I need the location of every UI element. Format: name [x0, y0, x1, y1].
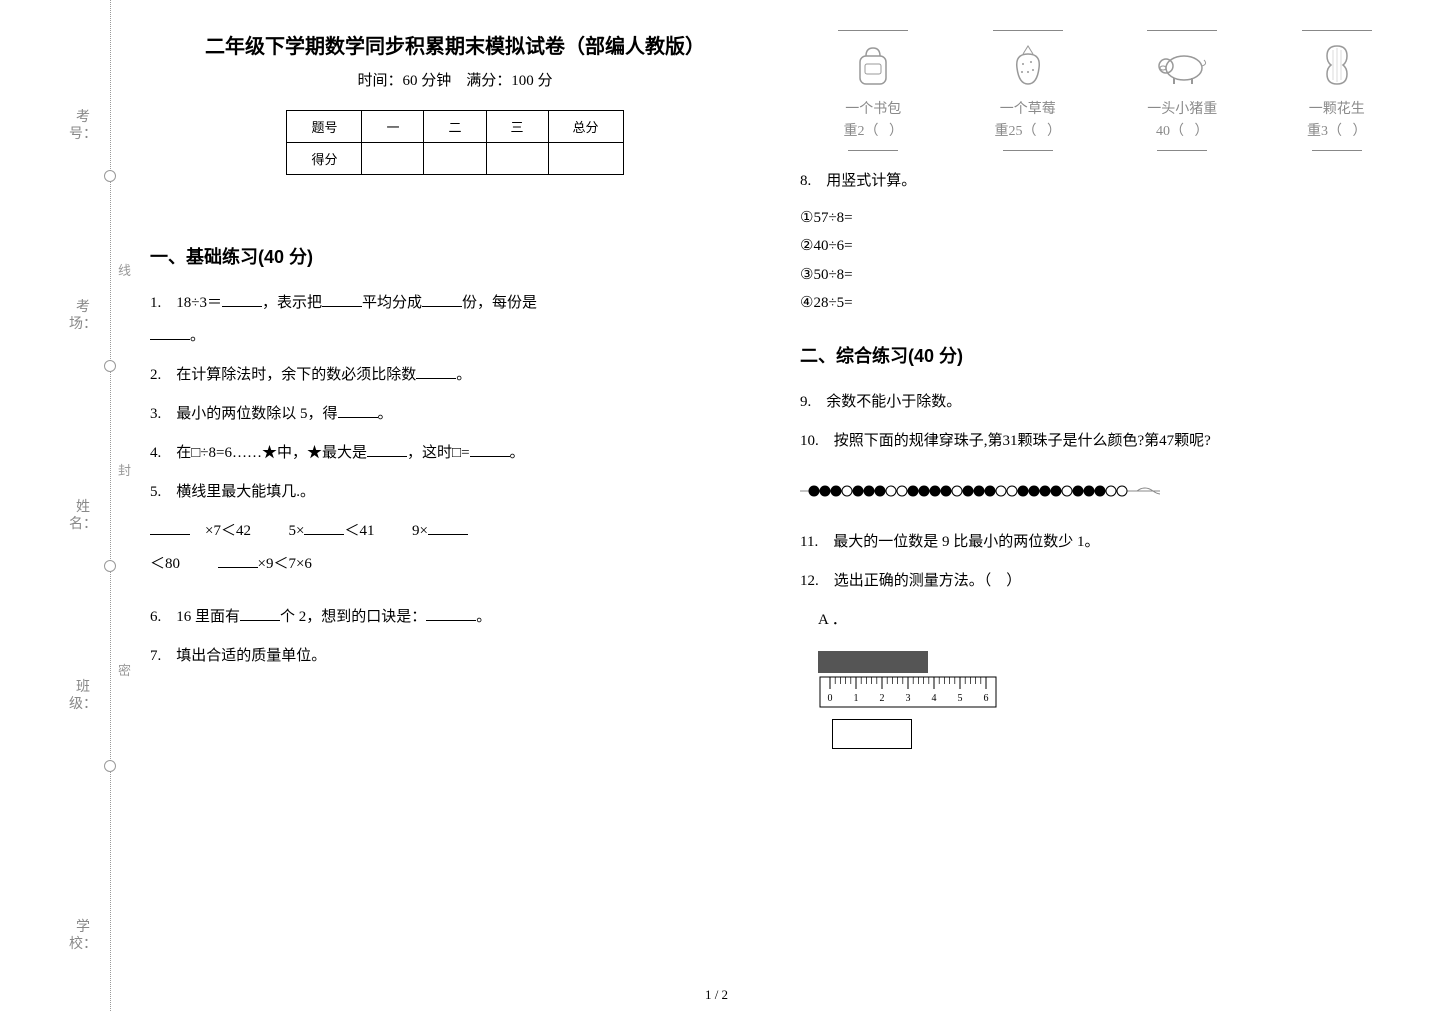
svg-text:1: 1 — [854, 693, 859, 704]
answer-blank[interactable] — [150, 520, 190, 535]
question-12: 12. 选出正确的测量方法。（ ） — [800, 565, 1410, 598]
answer-blank[interactable] — [218, 553, 258, 568]
score-cell[interactable] — [424, 143, 486, 175]
label-school: 学校： — [68, 920, 98, 956]
ruler-figure: 0 1 2 3 4 5 6 — [818, 651, 1410, 749]
label-class: 班级： — [68, 680, 98, 716]
strawberry-icon — [998, 35, 1058, 95]
seal-char: 线 — [118, 260, 131, 279]
question-11: 11. 最大的一位数是 9 比最小的两位数少 1。 — [800, 526, 1410, 559]
column-left: 二年级下学期数学同步积累期末模拟试卷（部编人教版） 时间：60 分钟 满分：10… — [150, 30, 760, 980]
answer-blank[interactable] — [150, 325, 190, 340]
label-seat: 考号： — [68, 110, 98, 146]
column-right: 一个书包 重2（ ） 一个草莓 重25（ ） 一头小猪重 40（ — [800, 30, 1410, 980]
svg-text:6: 6 — [984, 693, 989, 704]
circle-marker — [104, 170, 116, 182]
exam-subtitle: 时间：60 分钟 满分：100 分 — [150, 69, 760, 90]
svg-text:0: 0 — [828, 693, 833, 704]
label-room: 考场： — [68, 300, 98, 336]
answer-blank[interactable] — [470, 442, 510, 457]
question-7: 7. 填出合适的质量单位。 — [150, 640, 760, 673]
q7-item-pig: 一头小猪重 40（ ） — [1109, 30, 1256, 151]
answer-blank[interactable] — [422, 292, 462, 307]
question-9: 9. 余数不能小于除数。 — [800, 386, 1410, 419]
answer-blank[interactable] — [426, 606, 476, 621]
answer-blank[interactable] — [416, 364, 456, 379]
circle-marker — [104, 360, 116, 372]
label-name: 姓名： — [68, 500, 98, 536]
question-1: 1. 18÷3＝，表示把平均分成份，每份是。 — [150, 287, 760, 353]
page-content: 二年级下学期数学同步积累期末模拟试卷（部编人教版） 时间：60 分钟 满分：10… — [150, 30, 1410, 980]
answer-blank[interactable] — [367, 442, 407, 457]
backpack-icon — [843, 35, 903, 95]
circle-marker — [104, 560, 116, 572]
ruler-icon: 0 1 2 3 4 5 6 — [818, 675, 998, 715]
score-header-label: 题号 — [287, 111, 362, 143]
sealing-dotted-line — [110, 0, 111, 1011]
question-6: 6. 16 里面有个 2，想到的口诀是：。 — [150, 601, 760, 634]
q7-images: 一个书包 重2（ ） 一个草莓 重25（ ） 一头小猪重 40（ — [800, 30, 1410, 151]
seal-char: 密 — [118, 660, 131, 679]
svg-text:5: 5 — [958, 693, 963, 704]
question-2: 2. 在计算除法时，余下的数必须比除数。 — [150, 359, 760, 392]
score-col: 二 — [424, 111, 486, 143]
question-10: 10. 按照下面的规律穿珠子,第31颗珠子是什么颜色?第47颗呢? — [800, 425, 1410, 458]
question-8-items: ①57÷8= ②40÷6= ③50÷8= ④28÷5= — [800, 204, 1410, 318]
question-5: 5. 横线里最大能填几.。 — [150, 476, 760, 509]
answer-box[interactable] — [832, 719, 912, 749]
score-cell[interactable] — [486, 143, 548, 175]
score-table: 题号 一 二 三 总分 得分 — [286, 110, 623, 175]
section-2-title: 二、综合练习(40 分) — [800, 342, 1410, 368]
score-col: 总分 — [548, 111, 623, 143]
option-a-label: A ． — [818, 604, 1410, 637]
answer-blank[interactable] — [322, 292, 362, 307]
circle-marker — [104, 760, 116, 772]
section-1-title: 一、基础练习(40 分) — [150, 243, 760, 269]
svg-text:3: 3 — [906, 693, 911, 704]
score-row-label: 得分 — [287, 143, 362, 175]
question-3: 3. 最小的两位数除以 5，得。 — [150, 398, 760, 431]
page-number: 1 / 2 — [705, 987, 728, 1003]
answer-blank[interactable] — [240, 606, 280, 621]
q7-item-strawberry: 一个草莓 重25（ ） — [955, 30, 1102, 151]
measured-object — [818, 651, 928, 673]
peanut-icon — [1307, 35, 1367, 95]
answer-blank[interactable] — [304, 520, 344, 535]
question-8-title: 8. 用竖式计算。 — [800, 165, 1410, 198]
bead-pattern — [800, 476, 1410, 506]
score-cell[interactable] — [548, 143, 623, 175]
exam-title: 二年级下学期数学同步积累期末模拟试卷（部编人教版） — [150, 30, 760, 59]
score-col: 一 — [362, 111, 424, 143]
svg-text:2: 2 — [880, 693, 885, 704]
q7-item-backpack: 一个书包 重2（ ） — [800, 30, 947, 151]
answer-blank[interactable] — [222, 292, 262, 307]
q7-item-peanut: 一颗花生 重3（ ） — [1264, 30, 1411, 151]
question-4: 4. 在□÷8=6……★中，★最大是，这时□=。 — [150, 437, 760, 470]
svg-text:4: 4 — [932, 693, 937, 704]
score-col: 三 — [486, 111, 548, 143]
pig-icon — [1152, 35, 1212, 95]
question-5-body: ×7＜42 5×＜41 9×＜80 ×9＜7×6 — [150, 515, 760, 581]
binding-strip: 考号： 考场： 姓名： 班级： 学校： 密 封 线 — [60, 0, 120, 1011]
seal-char: 封 — [118, 460, 131, 479]
answer-blank[interactable] — [338, 403, 378, 418]
score-cell[interactable] — [362, 143, 424, 175]
answer-blank[interactable] — [428, 520, 468, 535]
